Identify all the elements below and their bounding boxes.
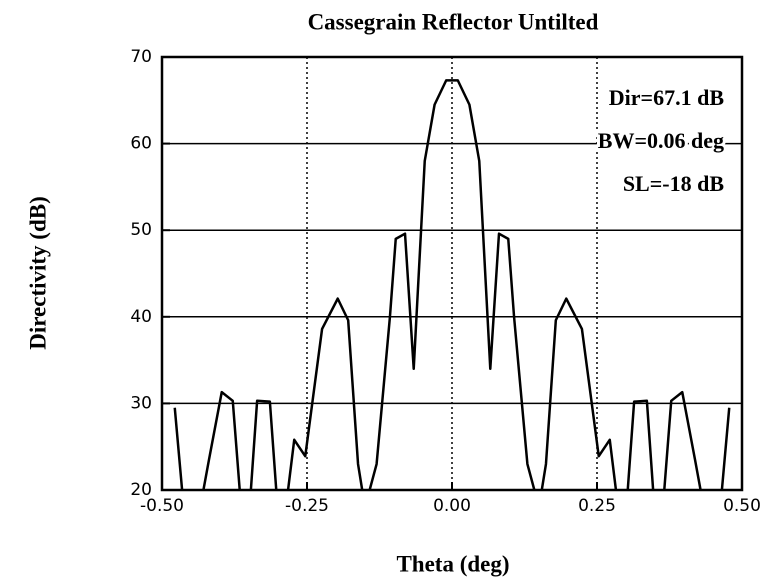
y-axis-label: Directivity (dB)	[25, 196, 50, 350]
y-tick-label: 50	[130, 220, 152, 240]
x-tick-label: 0.50	[723, 496, 761, 516]
y-tick-label: 30	[130, 393, 152, 413]
annotation: SL=-18 dB	[623, 171, 725, 196]
x-tick-label: 0.00	[433, 496, 471, 516]
x-tick-label: 0.25	[578, 496, 616, 516]
y-tick-label: 60	[130, 134, 152, 154]
chart-title: Cassegrain Reflector Untilted	[308, 9, 599, 34]
y-tick-label: 70	[130, 47, 152, 67]
annotation: Dir=67.1 dB	[609, 85, 725, 110]
plot-frame	[160, 55, 744, 492]
annotation: BW=0.06 deg	[598, 128, 724, 153]
x-tick-label: -0.25	[285, 496, 329, 516]
y-tick-label: 20	[130, 480, 152, 500]
x-tick-label: -0.50	[140, 496, 184, 516]
y-tick-label: 40	[130, 307, 152, 327]
data-line	[173, 79, 731, 490]
x-axis-label: Theta (deg)	[396, 551, 509, 576]
